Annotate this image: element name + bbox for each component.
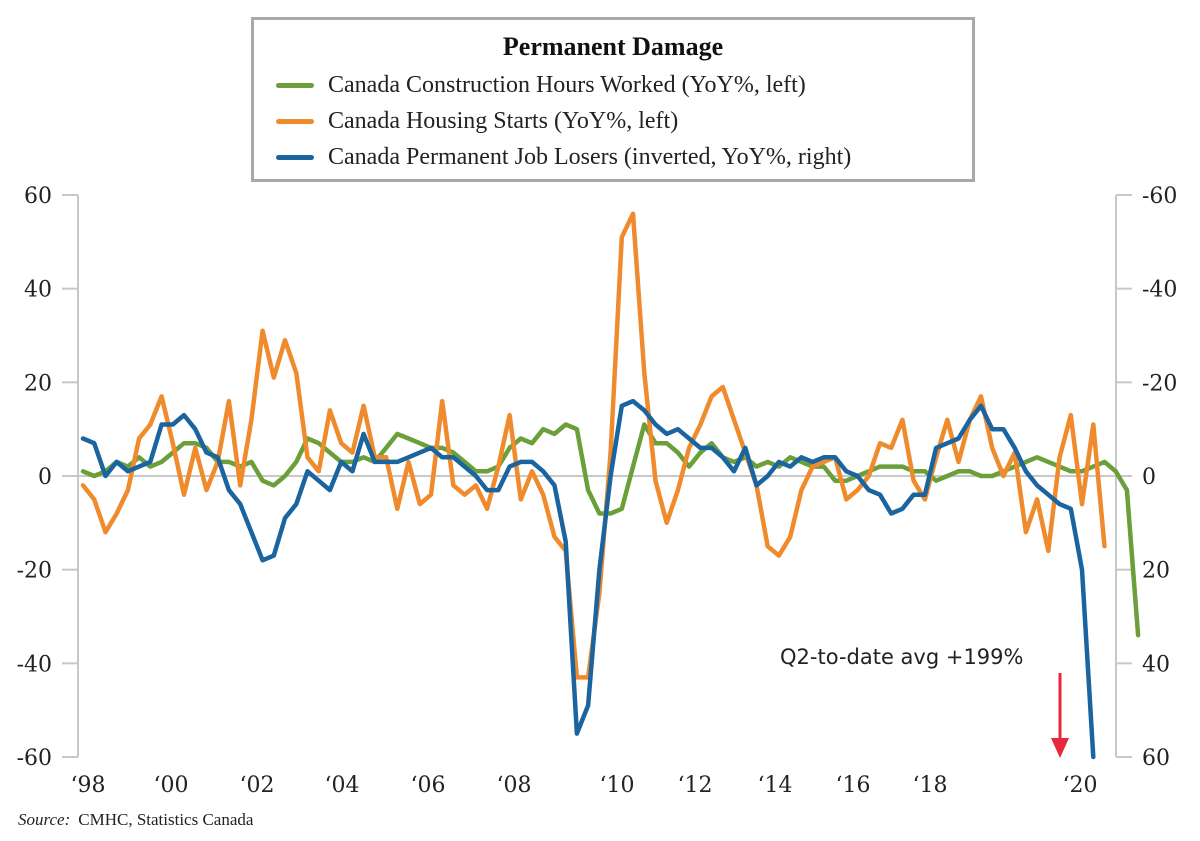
series-housing-starts-line bbox=[80, 211, 1107, 680]
x-axis-tick-label: ‘16 bbox=[836, 773, 871, 798]
legend-label: Canada Housing Starts (YoY%, left) bbox=[328, 107, 679, 134]
legend: Permanent Damage Canada Construction Hou… bbox=[251, 17, 975, 182]
x-axis-tick-label: ‘12 bbox=[678, 773, 713, 798]
source-text: CMHC, Statistics Canada bbox=[78, 810, 254, 829]
x-axis-tick-label: ‘06 bbox=[411, 773, 446, 798]
right-axis-tick-label: 20 bbox=[1142, 559, 1170, 584]
legend-item-permanent-job-losers: Canada Permanent Job Losers (inverted, Y… bbox=[276, 140, 851, 174]
series-lines bbox=[80, 211, 1141, 760]
x-axis-tick-label: ‘18 bbox=[913, 773, 948, 798]
left-axis-tick-label: 60 bbox=[24, 184, 52, 209]
x-axis-tick-label: ‘98 bbox=[71, 773, 106, 798]
left-axis-tick-label: -20 bbox=[17, 559, 52, 584]
chart-title: Permanent Damage bbox=[502, 32, 724, 61]
source-prefix: Source: bbox=[18, 810, 71, 829]
annotation-q2-avg: Q2-to-date avg +199% bbox=[780, 645, 1024, 669]
left-axis-tick-label: 40 bbox=[24, 278, 52, 303]
right-axis-tick-label: -60 bbox=[1142, 184, 1177, 209]
x-axis-tick-label: ‘08 bbox=[497, 773, 532, 798]
x-axis-tick-label: ‘20 bbox=[1063, 773, 1098, 798]
source-note: Source: CMHC, Statistics Canada bbox=[18, 810, 253, 830]
left-axis-tick-label: -60 bbox=[17, 746, 52, 771]
legend-label: Canada Construction Hours Worked (YoY%, … bbox=[328, 71, 806, 98]
left-axis-tick-label: 0 bbox=[38, 465, 52, 490]
x-axis-tick-label: ‘10 bbox=[600, 773, 635, 798]
legend-item-housing-starts: Canada Housing Starts (YoY%, left) bbox=[276, 104, 678, 138]
series-construction-hours-line bbox=[80, 422, 1141, 638]
right-axis-tick-label: -20 bbox=[1142, 371, 1177, 396]
series-permanent-job-losers-line bbox=[80, 398, 1096, 760]
right-axis-tick-label: 0 bbox=[1142, 465, 1156, 490]
x-axis-tick-label: ‘04 bbox=[325, 773, 360, 798]
x-axis-tick-label: ‘00 bbox=[154, 773, 189, 798]
annotation-arrow-head bbox=[1051, 738, 1069, 758]
right-axis-tick-label: 60 bbox=[1142, 746, 1170, 771]
legend-swatch-blue bbox=[276, 154, 314, 160]
right-axis-tick-label: 40 bbox=[1142, 652, 1170, 677]
legend-label: Canada Permanent Job Losers (inverted, Y… bbox=[328, 143, 852, 170]
left-axis-tick-label: 20 bbox=[24, 371, 52, 396]
legend-swatch-green bbox=[276, 82, 314, 88]
legend-swatch-orange bbox=[276, 118, 314, 124]
x-axis-tick-label: ‘02 bbox=[240, 773, 275, 798]
x-axis-tick-label: ‘14 bbox=[758, 773, 793, 798]
left-axis-tick-label: -40 bbox=[17, 652, 52, 677]
legend-item-construction-hours: Canada Construction Hours Worked (YoY%, … bbox=[276, 68, 806, 102]
right-axis-tick-label: -40 bbox=[1142, 278, 1177, 303]
axes: 60 40 20 0 -20 -40 -60 -60 -40 -20 0 20 40 60 ‘98 ‘00 ‘0… bbox=[17, 184, 1178, 798]
annotation-layer bbox=[1051, 673, 1069, 758]
